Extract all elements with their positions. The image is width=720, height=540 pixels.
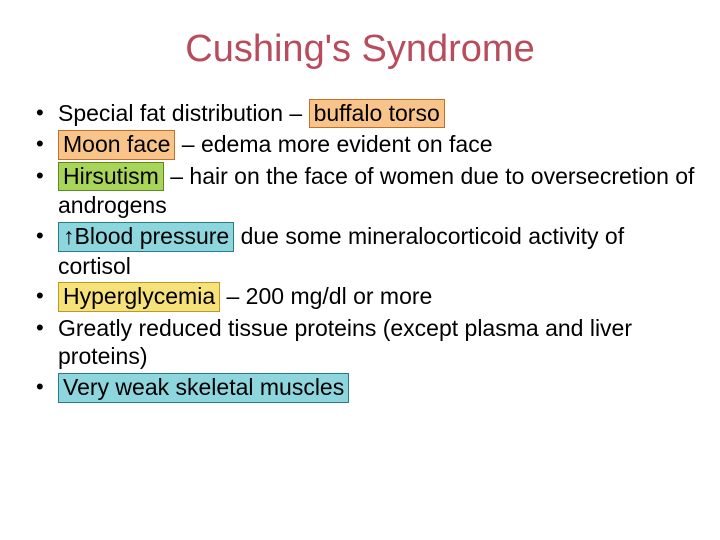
bullet-item: Hyperglycemia – 200 mg/dl or more [32, 282, 696, 311]
highlight-green: Hirsutism [58, 162, 164, 191]
bullet-text-post: – 200 mg/dl or more [220, 283, 432, 309]
slide: Cushing's Syndrome Special fat distribut… [0, 0, 720, 540]
highlight-blue: ↑Blood pressure [58, 222, 234, 251]
slide-title: Cushing's Syndrome [24, 28, 696, 71]
highlight-orange: Moon face [58, 130, 175, 159]
highlight-orange: buffalo torso [309, 99, 445, 128]
bullet-list: Special fat distribution – buffalo torso… [24, 99, 696, 403]
bullet-item: ↑Blood pressure due some mineralocortico… [32, 222, 696, 280]
bullet-text-pre: Greatly reduced tissue proteins (except … [58, 315, 632, 370]
bullet-item: Very weak skeletal muscles [32, 373, 696, 402]
bullet-text-pre: Special fat distribution – [58, 100, 309, 126]
bullet-item: Greatly reduced tissue proteins (except … [32, 314, 696, 372]
highlight-yellow: Hyperglycemia [58, 282, 220, 311]
highlight-blue: Very weak skeletal muscles [58, 373, 349, 402]
bullet-item: Moon face – edema more evident on face [32, 130, 696, 159]
bullet-item: Special fat distribution – buffalo torso [32, 99, 696, 128]
bullet-item: Hirsutism – hair on the face of women du… [32, 162, 696, 220]
bullet-text-post: – edema more evident on face [175, 131, 492, 157]
